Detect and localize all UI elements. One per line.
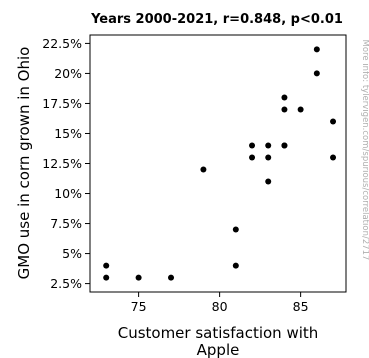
data-point [103,262,110,269]
chart-title: Years 2000-2021, r=0.848, p<0.01 [90,12,343,27]
data-point [265,142,272,149]
data-point [249,154,256,161]
y-tick-label: 20% [54,66,82,81]
x-tick-label: 75 [131,299,147,314]
y-tick-label: 5% [62,246,82,261]
y-axis-label: GMO use in corn grown in Ohio [15,47,33,280]
x-axis-label-line2: Apple [197,341,240,358]
data-point [281,106,288,113]
x-axis-label: Customer satisfaction with [118,324,319,342]
plot-area [89,34,347,293]
y-tick-label: 12.5% [42,156,82,171]
y-tick-label: 15% [54,126,82,141]
data-point [249,142,256,149]
y-tick-label: 17.5% [42,96,82,111]
data-point [330,154,337,161]
data-point [281,94,288,101]
y-tick-label: 10% [54,186,82,201]
x-tick-label: 85 [293,299,309,314]
data-point [265,178,272,185]
data-point [200,166,207,173]
data-point [281,142,288,149]
data-point [232,226,239,233]
data-point [135,274,142,281]
x-tick-label: 80 [212,299,228,314]
y-tick-label: 7.5% [50,216,82,231]
data-point [265,154,272,161]
y-tick-label: 2.5% [50,276,82,291]
y-tick-label: 22.5% [42,36,82,51]
data-point [313,70,320,77]
y-axis: 2.5% 5% 7.5% 10% 12.5% 15% 17.5% 20% 22.5% [42,36,90,291]
data-point [232,262,239,269]
data-point [313,46,320,53]
data-point [330,118,337,125]
data-point [297,106,304,113]
data-point [103,274,110,281]
watermark: More info: tylervigen.com/spurious/corre… [360,40,369,261]
data-point [168,274,175,281]
data-points [103,46,337,281]
x-axis: 75 80 85 [131,292,309,314]
